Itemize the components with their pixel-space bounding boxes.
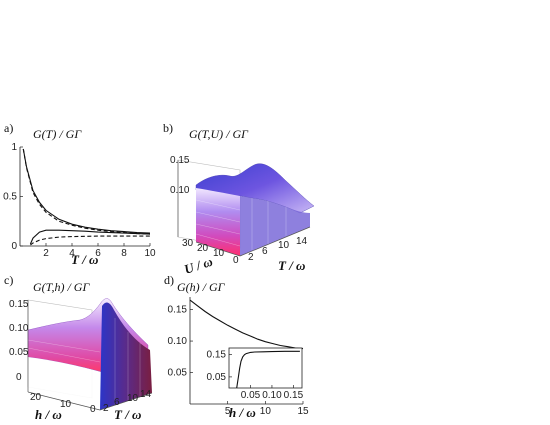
panel-b-u-tick: 0: [233, 255, 239, 266]
panel-c-z-tick: 0.05: [9, 347, 29, 358]
panel-d: d) G(h) / GΓ 5 10 150.050.100.15 0.05 0.10 0…: [164, 273, 309, 420]
panel-d-label: d): [164, 273, 174, 287]
panel-b-z-tick: 0.10: [170, 185, 190, 196]
panel-c-t-tick: 10: [127, 393, 139, 404]
panel-b-xlabel: T / ω: [278, 258, 305, 273]
panel-c-surface-side: [100, 302, 152, 410]
panel-b-z-tick: 0.15: [170, 155, 190, 166]
panel-a-x-tick-label: 8: [121, 248, 127, 259]
panel-c-z-tick: 0.10: [9, 323, 29, 334]
panel-c-ylabel: h / ω: [35, 407, 62, 422]
panel-a: a) G(T) / GΓ 2 4 6 8 10 0 0.5 1 T / ω: [3, 121, 156, 267]
panel-d-inset-x-tick-label: 0.15: [284, 390, 304, 401]
panel-b-u-tick: 30: [182, 238, 194, 249]
panel-d-x-tick-label: 15: [297, 406, 309, 417]
panel-d-plot-area: 5 10 150.050.100.15: [168, 297, 309, 417]
panel-c-h-tick: 0: [90, 404, 96, 415]
panel-c-t-tick: 6: [114, 397, 120, 408]
panel-b-u-axis: [195, 241, 241, 257]
panel-a-series-3-line: [30, 235, 150, 246]
panel-b-label: b): [163, 121, 173, 135]
panel-c-title: G(T,h) / GΓ: [33, 280, 90, 294]
panel-c-h-tick: 20: [30, 392, 42, 403]
panel-c-h-axis: [27, 391, 101, 411]
panel-d-y-tick-label: 0.05: [168, 368, 188, 379]
panel-d-inset-frame: [228, 347, 303, 389]
panel-b-u-tick: 10: [213, 248, 225, 259]
panel-b-t-tick: 6: [262, 246, 268, 257]
panel-a-y-tick-label: 1: [11, 142, 17, 153]
panel-a-series-1-line: [22, 148, 151, 235]
panel-d-x-tick-label: 5: [225, 406, 231, 417]
panel-b-surface-side: [240, 196, 310, 256]
panel-a-series-2-line: [29, 229, 151, 245]
panel-b: b) G(T,U) / GΓ 0.15 0.10 30 20 10 0 2 6 …: [163, 121, 315, 277]
panel-a-y-tick-label: 0: [11, 241, 17, 252]
panel-b-mesh: [195, 198, 287, 250]
panel-b-t-tick: 10: [278, 240, 290, 251]
panel-c-t-axis: [99, 392, 153, 411]
panel-d-y-tick-label: 0.15: [168, 305, 188, 316]
panel-b-t-tick: 14: [296, 236, 308, 247]
panel-d-inset: 0.05 0.10 0.150.050.15: [207, 347, 304, 401]
panel-b-u-tick: 20: [197, 243, 209, 254]
panel-d-inset-y-tick-label: 0.15: [207, 350, 227, 361]
panel-d-inset-series-0-line: [236, 350, 300, 389]
panel-d-series-0-line: [189, 299, 304, 350]
panel-a-x-tick-label: 6: [95, 248, 101, 259]
panel-a-plot-area: 2 4 6 8 10 0 0.5 1: [3, 142, 156, 259]
panel-c-z-tick: 0: [16, 372, 22, 383]
panel-c-label: c): [4, 273, 13, 287]
panel-c-t-tick: 14: [140, 389, 152, 400]
panel-d-y-tick-label: 0.10: [168, 336, 188, 347]
panel-c-mesh: [27, 318, 141, 404]
panel-c: c) G(T,h) / GΓ 0.15 0.10 0.05 0 20 10 0 …: [4, 273, 153, 422]
panel-d-xlabel: h / ω: [229, 405, 256, 420]
panel-b-title: G(T,U) / GΓ: [189, 127, 249, 141]
panel-a-series-0-line: [22, 148, 151, 234]
panel-a-x-tick-label: 10: [144, 248, 156, 259]
panel-d-inset-x-tick-label: 0.10: [262, 390, 282, 401]
panel-c-z-tick: 0.15: [9, 299, 29, 310]
panel-b-surface-front: [196, 188, 240, 256]
panel-c-surface-base: [28, 357, 100, 410]
panel-b-ylabel: U / ω: [182, 254, 214, 277]
panel-d-title: G(h) / GΓ: [177, 280, 226, 294]
panel-a-y-tick-label: 0.5: [3, 192, 17, 203]
panel-a-x-tick-label: 2: [43, 248, 49, 259]
panel-b-t-tick: 2: [248, 252, 254, 263]
panel-d-inset-y-tick-label: 0.05: [207, 372, 227, 383]
panel-c-xlabel: T / ω: [114, 407, 141, 422]
panel-a-label: a): [4, 121, 13, 135]
panel-d-inset-x-tick-label: 0.05: [241, 390, 261, 401]
panel-d-x-tick-label: 10: [260, 406, 272, 417]
panel-a-xlabel: T / ω: [71, 252, 98, 267]
panel-c-h-tick: 10: [60, 399, 72, 410]
panel-a-title: G(T) / GΓ: [33, 127, 82, 141]
panel-a-x-tick-label: 4: [69, 248, 75, 259]
panel-b-t-axis: [239, 226, 311, 257]
panel-b-surface-top: [195, 163, 315, 214]
panel-c-t-tick: 2: [103, 403, 109, 414]
